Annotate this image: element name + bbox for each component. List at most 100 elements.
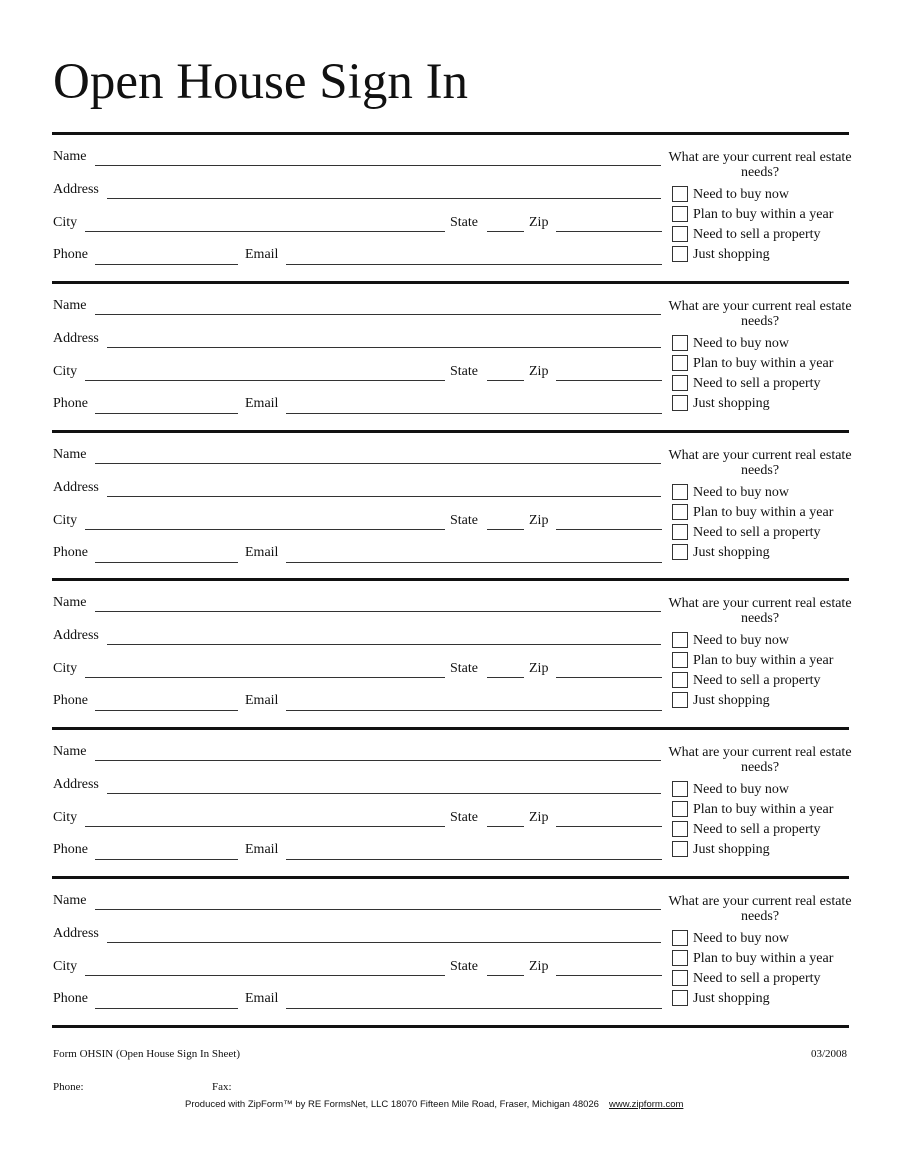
phone-field[interactable] (95, 413, 238, 414)
needs-checkbox[interactable] (672, 990, 688, 1006)
needs-checkbox[interactable] (672, 632, 688, 648)
state-field[interactable] (487, 975, 524, 976)
name-field[interactable] (95, 611, 661, 612)
address-field[interactable] (107, 347, 661, 348)
needs-checkbox[interactable] (672, 821, 688, 837)
name-field[interactable] (95, 909, 661, 910)
city-field[interactable] (85, 231, 445, 232)
zip-field[interactable] (556, 380, 662, 381)
section-divider (52, 578, 849, 581)
city-label: City (53, 810, 78, 825)
email-field[interactable] (286, 859, 662, 860)
sign-in-entry: Name Address City State Zip Phone Email What ar… (0, 430, 900, 579)
needs-checkbox[interactable] (672, 395, 688, 411)
needs-option-label: Need to buy now (693, 485, 790, 500)
city-label: City (53, 215, 78, 230)
zip-field[interactable] (556, 231, 662, 232)
section-divider (52, 1025, 849, 1028)
address-field[interactable] (107, 496, 661, 497)
zip-field[interactable] (556, 975, 662, 976)
needs-option-label: Need to sell a property (693, 822, 821, 837)
state-label: State (450, 959, 478, 974)
zip-field[interactable] (556, 677, 662, 678)
needs-checkbox[interactable] (672, 950, 688, 966)
name-field[interactable] (95, 165, 661, 166)
phone-field[interactable] (95, 859, 238, 860)
name-label: Name (53, 298, 87, 313)
needs-checkbox[interactable] (672, 206, 688, 222)
phone-label: Phone (53, 693, 88, 708)
email-label: Email (245, 396, 279, 411)
state-field[interactable] (487, 826, 524, 827)
needs-checkbox[interactable] (672, 355, 688, 371)
needs-checkbox[interactable] (672, 335, 688, 351)
phone-field[interactable] (95, 264, 238, 265)
city-label: City (53, 661, 78, 676)
city-field[interactable] (85, 677, 445, 678)
website-link[interactable]: www.zipform.com (608, 1099, 684, 1110)
needs-checkbox[interactable] (672, 504, 688, 520)
address-label: Address (53, 182, 99, 197)
city-field[interactable] (85, 529, 445, 530)
form-date: 03/2008 (810, 1048, 847, 1060)
state-field[interactable] (487, 529, 524, 530)
phone-label: Phone (53, 991, 88, 1006)
needs-checkbox[interactable] (672, 781, 688, 797)
city-label: City (53, 959, 78, 974)
needs-checkbox[interactable] (672, 672, 688, 688)
name-field[interactable] (95, 463, 661, 464)
zip-field[interactable] (556, 826, 662, 827)
name-field[interactable] (95, 314, 661, 315)
section-divider (52, 132, 849, 135)
needs-option-label: Just shopping (693, 693, 770, 708)
state-field[interactable] (487, 231, 524, 232)
section-divider (52, 430, 849, 433)
needs-checkbox[interactable] (672, 484, 688, 500)
state-label: State (450, 810, 478, 825)
address-field[interactable] (107, 942, 661, 943)
city-field[interactable] (85, 826, 445, 827)
email-field[interactable] (286, 710, 662, 711)
email-field[interactable] (286, 413, 662, 414)
address-field[interactable] (107, 793, 661, 794)
needs-option-label: Need to sell a property (693, 673, 821, 688)
name-field[interactable] (95, 760, 661, 761)
needs-checkbox[interactable] (672, 652, 688, 668)
needs-checkbox[interactable] (672, 226, 688, 242)
email-field[interactable] (286, 1008, 662, 1009)
zip-label: Zip (529, 364, 549, 379)
state-field[interactable] (487, 677, 524, 678)
phone-field[interactable] (95, 710, 238, 711)
needs-checkbox[interactable] (672, 375, 688, 391)
address-label: Address (53, 926, 99, 941)
email-field[interactable] (286, 264, 662, 265)
city-field[interactable] (85, 380, 445, 381)
phone-field[interactable] (95, 1008, 238, 1009)
needs-checkbox[interactable] (672, 970, 688, 986)
city-field[interactable] (85, 975, 445, 976)
email-label: Email (245, 247, 279, 262)
sign-in-entry: Name Address City State Zip Phone Email What ar… (0, 727, 900, 876)
needs-option-label: Plan to buy within a year (693, 802, 834, 817)
phone-label: Phone (53, 545, 88, 560)
needs-option-label: Need to sell a property (693, 525, 821, 540)
needs-checkbox[interactable] (672, 692, 688, 708)
needs-checkbox[interactable] (672, 841, 688, 857)
needs-checkbox[interactable] (672, 930, 688, 946)
needs-checkbox[interactable] (672, 801, 688, 817)
needs-checkbox[interactable] (672, 246, 688, 262)
state-field[interactable] (487, 380, 524, 381)
zip-field[interactable] (556, 529, 662, 530)
phone-field[interactable] (95, 562, 238, 563)
needs-option-label: Need to buy now (693, 336, 790, 351)
produced-by-text: Produced with ZipForm™ by RE FormsNet, L… (185, 1099, 599, 1110)
zip-label: Zip (529, 810, 549, 825)
needs-checkbox[interactable] (672, 186, 688, 202)
address-field[interactable] (107, 198, 661, 199)
needs-checkbox[interactable] (672, 524, 688, 540)
needs-checkbox[interactable] (672, 544, 688, 560)
needs-option-label: Plan to buy within a year (693, 951, 834, 966)
section-divider (52, 876, 849, 879)
email-field[interactable] (286, 562, 662, 563)
address-field[interactable] (107, 644, 661, 645)
